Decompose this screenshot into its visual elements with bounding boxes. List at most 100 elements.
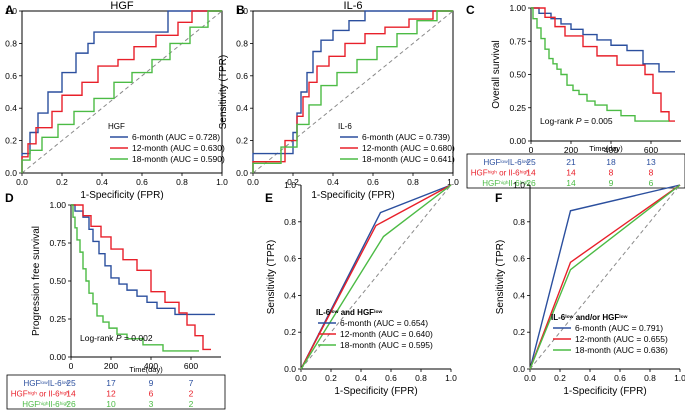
x-tick-label-e: 0.8 <box>415 373 427 383</box>
risk-table-row-label-c-3: HGFhighIl-6high <box>482 179 529 188</box>
risk-table-value-d: 12 <box>106 389 116 399</box>
risk-table-box-d <box>6 374 226 410</box>
risk-table-row-label-d-3-part-0: HGF <box>22 400 39 409</box>
risk-table-row-label-c-3-part-0: HGF <box>482 179 499 188</box>
risk-table-row-label-d-1-part-3: low <box>62 380 70 386</box>
risk-table-row-label-c-1-part-1: low <box>500 159 508 165</box>
legend-title-e-part-0: IL-6 <box>316 308 331 317</box>
series-line-b-3 <box>252 10 453 173</box>
y-axis-label-b: Sensitivity (TPR) <box>218 55 229 129</box>
risk-table-value-c: 21 <box>566 157 576 167</box>
x-tick-label-e: 0.2 <box>325 373 337 383</box>
y-axis-label-c: Overall survival <box>491 40 502 108</box>
risk-table-value-d: 14 <box>66 389 76 399</box>
x-axis-label-f: 1-Specificity (FPR) <box>563 386 646 397</box>
legend-title-b: IL-6 <box>338 122 352 131</box>
x-tick-label-b: 0.2 <box>287 177 299 187</box>
risk-table-row-label-d-3-part-1: high <box>39 401 49 407</box>
risk-table-box-c <box>466 153 685 189</box>
y-axis-label-f: Sensitivity (TPR) <box>495 240 506 314</box>
legend-title-e-part-2: and HGF <box>339 308 375 317</box>
risk-table-value-c: 14 <box>566 178 576 188</box>
risk-table-value-c: 8 <box>609 168 614 178</box>
logrank-p-value-d: = 0.002 <box>122 333 153 343</box>
legend-label-e-1: 6-month (AUC = 0.654) <box>340 318 428 328</box>
risk-table-value-c: 14 <box>566 168 576 178</box>
legend-title-f-part-0: IL-6 <box>551 313 566 322</box>
x-tick-label-b: 0.0 <box>247 177 259 187</box>
y-tick-label-d: 1.00 <box>49 200 66 210</box>
x-axis-label-e: 1-Specificity (FPR) <box>334 386 417 397</box>
logrank-p-value-c: = 0.005 <box>582 116 613 126</box>
y-axis-label-e: Sensitivity (TPR) <box>266 240 277 314</box>
y-tick-label-b: 1.0 <box>236 6 248 16</box>
x-tick-label-f: 0.4 <box>584 373 596 383</box>
risk-table-row-label-c-1-part-0: HGF <box>483 158 500 167</box>
risk-table-row-label-c-3-part-3: high <box>520 180 530 186</box>
legend-title-e: IL-6low and HGFlow <box>316 308 382 317</box>
risk-table-title-c: Time(day) <box>589 144 623 153</box>
x-tick-label-f: 0.0 <box>524 373 536 383</box>
y-tick-label-c: 0.25 <box>509 103 526 113</box>
logrank-annotation-d: Log-rank P = 0.002 <box>80 333 153 343</box>
legend-title-e-part-1: low <box>330 309 338 315</box>
y-tick-label-f: 0.0 <box>513 364 525 374</box>
panel-letter-a: A <box>5 3 14 17</box>
x-axis-label-a: 1-Specificity (FPR) <box>80 190 163 201</box>
plot-frame-b <box>252 10 454 174</box>
x-tick-label-b: 0.4 <box>327 177 339 187</box>
x-axis-label-b: 1-Specificity (FPR) <box>311 190 394 201</box>
risk-table-value-d: 9 <box>149 378 154 388</box>
panel-letter-b: B <box>236 3 245 17</box>
x-tick-label-a: 0.2 <box>56 177 68 187</box>
risk-table-row-label-c-2: HGFhigh or Il-6high <box>471 169 530 178</box>
plot-frame-a <box>21 10 223 174</box>
panel-letter-e: E <box>265 191 273 205</box>
y-tick-label-b: 0.8 <box>236 38 248 48</box>
legend-label-b-1: 6-month (AUC = 0.739) <box>362 132 450 142</box>
y-tick-label-d: 0.75 <box>49 238 66 248</box>
x-tick-label-f: 0.6 <box>614 373 626 383</box>
series-line-f-1 <box>529 184 681 370</box>
legend-label-f-1: 6-month (AUC = 0.791) <box>575 323 663 333</box>
risk-table-row-label-d-2: HGFhigh or Il-6high <box>11 390 70 399</box>
chart-title-a: HGF <box>110 0 134 12</box>
x-tick-label-d: 0 <box>69 361 74 371</box>
diagonal-reference-b <box>252 10 454 174</box>
risk-table-row-label-c-2-part-0: HGF <box>471 169 488 178</box>
legend-label-a-2: 12-month (AUC = 0.630) <box>132 143 225 153</box>
logrank-prefix-d: Log-rank <box>80 333 116 343</box>
risk-table-value-d: 25 <box>66 378 76 388</box>
series-line-c-2 <box>531 7 675 122</box>
y-tick-label-a: 0.2 <box>5 136 17 146</box>
legend-title-f: IL-6low and/or HGFlow <box>551 313 628 322</box>
risk-table-value-d: 26 <box>66 399 76 409</box>
risk-table-row-label-d-2-part-3: high <box>60 390 70 396</box>
legend-title-f-part-3: low <box>619 314 627 320</box>
risk-table-row-label-d-1-part-1: low <box>40 380 48 386</box>
y-tick-label-a: 0.8 <box>5 38 17 48</box>
y-tick-label-b: 0.4 <box>236 103 248 113</box>
y-axis-label-d: Progression free survival <box>31 226 42 336</box>
x-tick-label-f: 1.0 <box>674 373 685 383</box>
y-tick-label-e: 0.0 <box>284 364 296 374</box>
legend-label-b-2: 12-month (AUC = 0.680) <box>362 143 455 153</box>
risk-table-value-d: 17 <box>106 378 116 388</box>
legend-title-f-part-2: and/or HGF <box>574 313 620 322</box>
risk-table-row-label-c-3-part-1: high <box>499 180 509 186</box>
y-tick-label-f: 1.0 <box>513 180 525 190</box>
logrank-p-label-d: P <box>116 333 122 343</box>
legend-title-e-part-3: low <box>374 309 382 315</box>
legend-label-b-3: 18-month (AUC = 0.641) <box>362 154 455 164</box>
x-tick-label-c: 600 <box>644 145 658 155</box>
x-tick-label-e: 1.0 <box>445 373 457 383</box>
y-tick-label-e: 0.4 <box>284 290 296 300</box>
risk-table-value-c: 26 <box>526 178 536 188</box>
panel-letter-d: D <box>5 191 14 205</box>
risk-table-row-label-c-2-part-2: or Il-6 <box>497 169 520 178</box>
risk-table-row-label-c-3-part-2: Il-6 <box>509 179 521 188</box>
risk-table-row-label-d-2-part-1: high <box>28 390 38 396</box>
x-tick-label-d: 400 <box>144 361 158 371</box>
legend-label-a-1: 6-month (AUC = 0.728) <box>132 132 220 142</box>
x-tick-label-a: 0.0 <box>16 177 28 187</box>
